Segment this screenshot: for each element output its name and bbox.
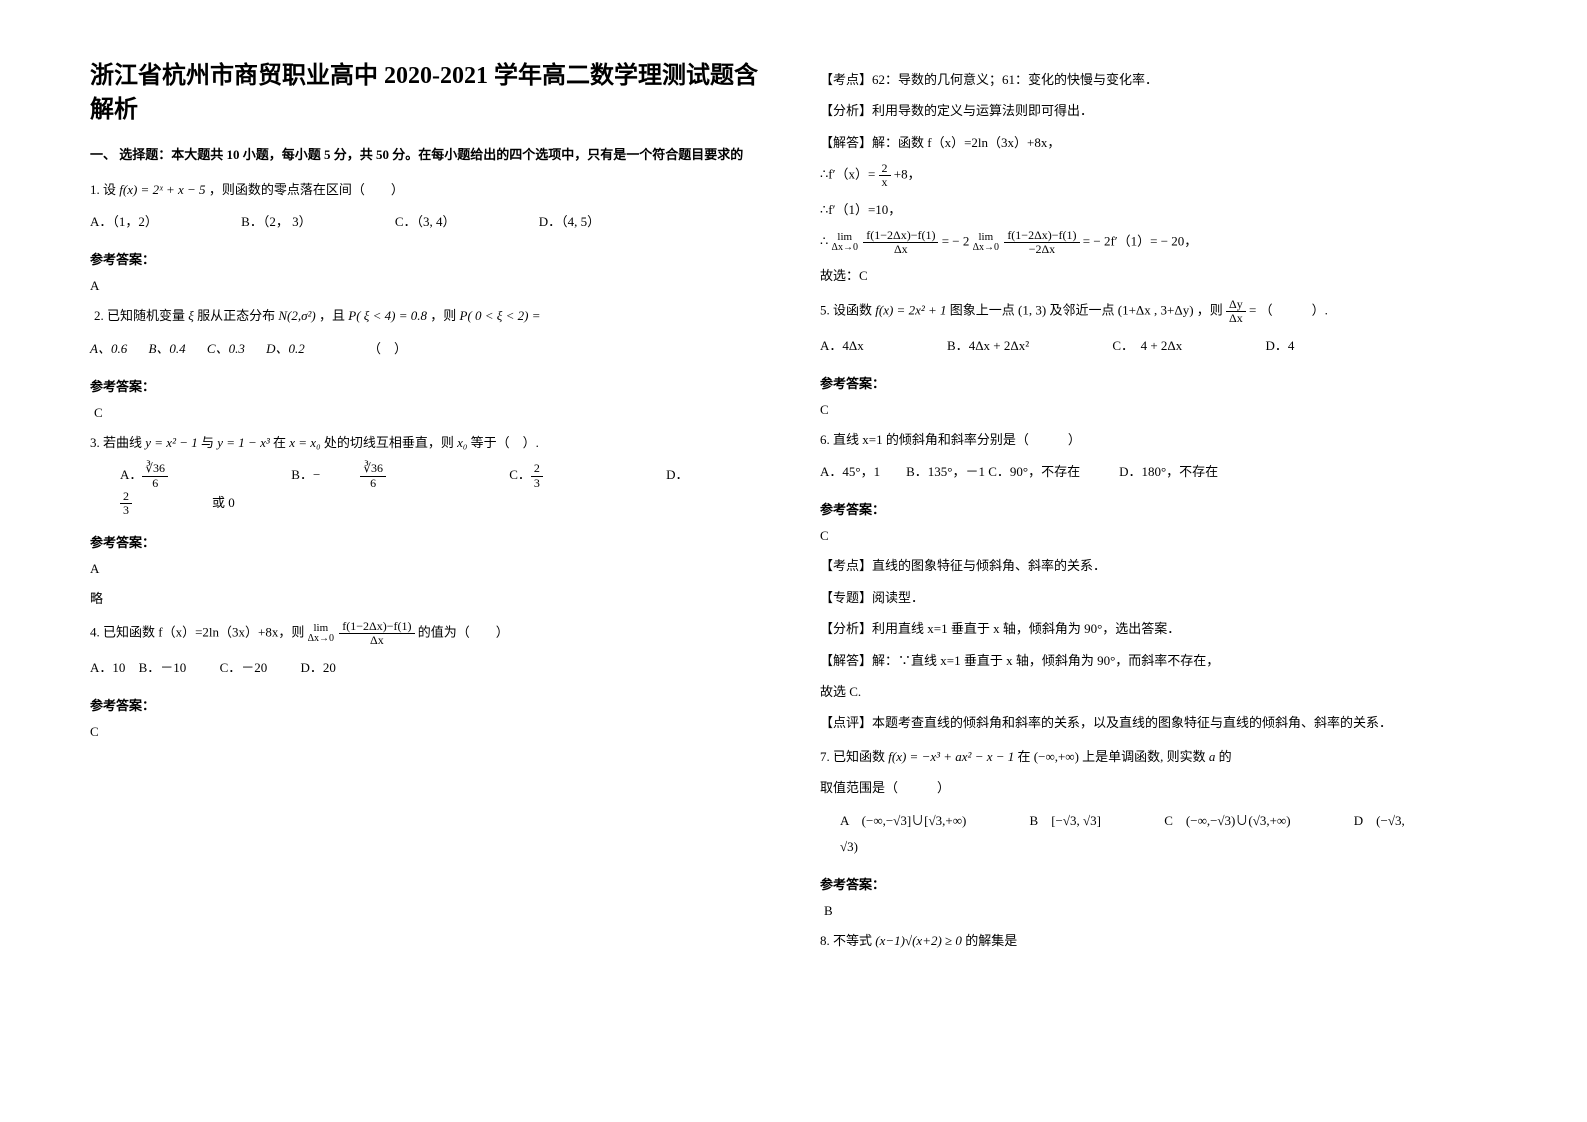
q2-xi: ξ (188, 308, 194, 323)
q6-e3: 【分析】利用直线 x=1 垂直于 x 轴，倾斜角为 90°，选出答案． (820, 617, 1500, 640)
q6-answer: C (820, 528, 1500, 544)
q4-exp-5: ∴f′（1）=10， (820, 198, 1500, 221)
q1-opt-a: A．（1，2） (90, 214, 198, 229)
q5-opt-a: A．4Δx (820, 338, 904, 353)
q3-c1: y = x² − 1 (145, 435, 197, 450)
q2-mid3: ，则 (430, 308, 456, 323)
q3-answer-label: 参考答案： (90, 532, 770, 551)
q4-answer-label: 参考答案： (90, 695, 770, 714)
q6-e6: 【点评】本题考查直线的倾斜角和斜率的关系，以及直线的图象特征与直线的倾斜角、斜率… (820, 711, 1500, 734)
question-5: 5. 设函数 f(x) = 2x² + 1 图象上一点 (1, 3) 及邻近一点… (820, 298, 1500, 325)
q2-options: A、0.6 B、0.4 C、0.3 D、0.2 （ ） (90, 336, 770, 362)
q4-exp-1: 【考点】62：导数的几何意义；61：变化的快慢与变化率． (820, 68, 1500, 91)
q1-options: A．（1，2） B．（2， 3） C．（3, 4） D．（4, 5） (90, 209, 770, 235)
q7-line2: 取值范围是（ ） (820, 776, 1500, 799)
left-column: 浙江省杭州市商贸职业高中 2020-2021 学年高二数学理测试题含解析 一、 … (90, 60, 770, 1082)
q4-opt-b: B．－10 (139, 660, 187, 675)
q3-mid1: 与 (201, 435, 214, 450)
q4-frac: f(1−2Δx)−f(1)Δx (339, 620, 414, 647)
q3-pre: 3. 若曲线 (90, 435, 142, 450)
question-8: 8. 不等式 (x−1)√(x+2) ≥ 0 的解集是 (820, 929, 1500, 952)
q2-mid1: 服从正态分布 (197, 308, 275, 323)
q7-opt-b: B [−√3, √3] (1030, 813, 1141, 828)
q2-opt-b: B、0.4 (148, 341, 185, 356)
q2-p1: P( ξ < 4) = 0.8 (348, 308, 427, 323)
q4-answer: C (90, 724, 770, 740)
question-3: 3. 若曲线 y = x² − 1 与 y = 1 − x³ 在 x = x₀ … (90, 431, 770, 454)
q4-post: 的值为（ ） (418, 625, 509, 640)
q1-answer: A (90, 278, 770, 294)
q2-opt-c: C、0.3 (207, 341, 245, 356)
q4-exp-2: 【分析】利用导数的定义与运算法则即可得出． (820, 99, 1500, 122)
q3-at: x = x₀ (289, 435, 320, 450)
q7-opt-c: C (−∞,−√3)∪(√3,+∞) (1164, 813, 1330, 828)
q3-mid4: 等于（ ）. (471, 435, 539, 450)
q1-expr: f(x) = 2ˣ + x − 5 (119, 182, 205, 197)
q1-answer-label: 参考答案： (90, 249, 770, 268)
q4-exp-3: 【解答】解：函数 f（x）=2ln（3x）+8x， (820, 131, 1500, 154)
right-column: 【考点】62：导数的几何意义；61：变化的快慢与变化率． 【分析】利用导数的定义… (820, 60, 1500, 1082)
q2-blank: （ ） (368, 341, 407, 356)
q7-answer-label: 参考答案： (820, 874, 1500, 893)
q6-e5: 故选 C. (820, 680, 1500, 703)
q6-answer-label: 参考答案： (820, 499, 1500, 518)
question-1: 1. 设 f(x) = 2ˣ + x − 5 ，则函数的零点落在区间（ ） (90, 178, 770, 201)
q3-mid3: 处的切线互相垂直，则 (324, 435, 454, 450)
q2-answer-label: 参考答案： (90, 376, 770, 395)
question-2: 2. 已知随机变量 ξ 服从正态分布 N(2,σ²) ，且 P( ξ < 4) … (94, 304, 770, 327)
q4-exp-7: 故选：C (820, 264, 1500, 287)
page-title: 浙江省杭州市商贸职业高中 2020-2021 学年高二数学理测试题含解析 (90, 60, 770, 127)
q7-opt-a: A (−∞,−√3]∪[√3,+∞) (840, 813, 1006, 828)
q4-pre: 4. 已知函数 f（x）=2ln（3x）+8x，则 (90, 625, 304, 640)
q1-stem-pre: 1. 设 (90, 182, 116, 197)
q5-opt-b: B．4Δx + 2Δx² (947, 338, 1069, 353)
q3-answer: A (90, 561, 770, 577)
q3-opt-c: C．23 (509, 467, 623, 482)
q2-opt-d: D、0.2 (266, 341, 305, 356)
question-4: 4. 已知函数 f（x）=2ln（3x）+8x，则 limΔx→0 f(1−2Δ… (90, 620, 770, 647)
q3-opt-a: A．∛366 (120, 467, 248, 482)
q4-opt-c: C．－20 (220, 660, 268, 675)
q6-e4: 【解答】解：∵直线 x=1 垂直于 x 轴，倾斜角为 90°，而斜率不存在， (820, 649, 1500, 672)
q4-options: A．10 B．－10 C．－20 D．20 (90, 655, 770, 681)
q3-mid2: 在 (273, 435, 286, 450)
q5-answer: C (820, 402, 1500, 418)
q5-answer-label: 参考答案： (820, 373, 1500, 392)
q6-options: A．45°，1 B．135°，－1 C．90°，不存在 D．180°，不存在 (820, 459, 1500, 485)
q3-x0: x₀ (457, 435, 467, 450)
q4-opt-d: D．20 (300, 660, 335, 675)
q3-options: A．∛366 B．−∛366 C．23 D．23或 0 (120, 462, 770, 517)
q4-lim: limΔx→0 (308, 623, 334, 645)
q2-answer: C (94, 405, 770, 421)
q1-opt-d: D．（4, 5） (539, 214, 640, 229)
q1-stem-post: ，则函数的零点落在区间（ ） (209, 182, 404, 197)
q4-exp-4: ∴f′（x）= 2x +8， (820, 162, 1500, 189)
q7-options: A (−∞,−√3]∪[√3,+∞) B [−√3, √3] C (−∞,−√3… (840, 808, 1500, 860)
question-6: 6. 直线 x=1 的倾斜角和斜率分别是（ ） (820, 428, 1500, 451)
q5-opt-c: C． 4 + 2Δx (1112, 338, 1222, 353)
question-7: 7. 已知函数 f(x) = −x³ + ax² − x − 1 在 (−∞,+… (820, 745, 1500, 768)
section-header: 一、 选择题：本大题共 10 小题，每小题 5 分，共 50 分。在每小题给出的… (90, 145, 770, 166)
q6-e1: 【考点】直线的图象特征与倾斜角、斜率的关系． (820, 554, 1500, 577)
q4-exp-6: ∴ limΔx→0 f(1−2Δx)−f(1)Δx = − 2 limΔx→0 … (820, 229, 1500, 256)
q5-opt-d: D．4 (1266, 338, 1335, 353)
q2-opt-a: A、0.6 (90, 341, 127, 356)
q1-opt-b: B．（2， 3） (241, 214, 351, 229)
q5-options: A．4Δx B．4Δx + 2Δx² C． 4 + 2Δx D．4 (820, 333, 1500, 359)
q2-p2: P( 0 < ξ < 2) = (460, 308, 541, 323)
q1-opt-c: C．（3, 4） (395, 214, 496, 229)
q2-pre: 2. 已知随机变量 (94, 308, 185, 323)
q3-skip: 略 (90, 587, 770, 610)
q6-e2: 【专题】阅读型． (820, 586, 1500, 609)
q4-opt-a: A．10 (90, 660, 125, 675)
q3-c2: y = 1 − x³ (217, 435, 269, 450)
q2-dist: N(2,σ²) (278, 308, 315, 323)
q2-mid2: ，且 (319, 308, 345, 323)
q3-opt-b: B．−∛366 (291, 467, 466, 482)
q7-answer: B (824, 903, 1500, 919)
